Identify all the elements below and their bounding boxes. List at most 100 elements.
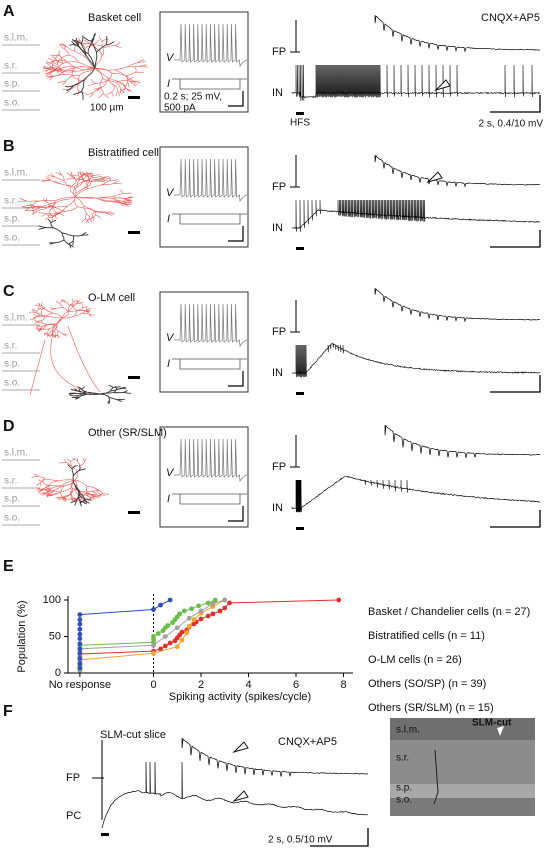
cell-name: Other (SR/SLM) bbox=[88, 427, 167, 439]
legend-entry: Basket / Chandelier cells (n = 27) bbox=[368, 606, 530, 618]
arrowhead bbox=[232, 790, 249, 803]
inset-v-label: V bbox=[166, 332, 175, 344]
data-point bbox=[77, 617, 83, 623]
layer-label: s.o. bbox=[4, 378, 20, 389]
current-step bbox=[172, 213, 247, 225]
data-point bbox=[167, 640, 173, 646]
layer-label: s.o. bbox=[4, 513, 20, 524]
in-label: IN bbox=[272, 367, 283, 379]
x-tick-label: No response bbox=[49, 679, 111, 691]
data-point bbox=[77, 661, 83, 666]
image-label: SLM-cut bbox=[472, 718, 512, 729]
legend-entry: Others (SR/SLM) (n = 15) bbox=[368, 702, 494, 714]
cell-name: Bistratified cell bbox=[88, 147, 159, 159]
x-axis-title: Spiking activity (spikes/cycle) bbox=[169, 691, 311, 703]
voltage-trace bbox=[174, 23, 248, 68]
data-point bbox=[77, 665, 83, 671]
data-point bbox=[151, 650, 156, 656]
inset-scale-bar bbox=[228, 506, 244, 522]
data-point bbox=[210, 601, 216, 607]
fp-trace bbox=[374, 15, 540, 53]
inset-scale-bar bbox=[228, 371, 244, 387]
x-tick-label: 6 bbox=[293, 679, 299, 691]
morph-scale-bar bbox=[128, 376, 140, 379]
layer-label: s.l.m. bbox=[4, 313, 28, 324]
inset-scale-bar bbox=[228, 91, 244, 107]
axon-morphology bbox=[31, 457, 109, 503]
data-point bbox=[77, 650, 83, 656]
condition-label: CNQX+AP5 bbox=[481, 12, 540, 24]
data-point bbox=[151, 634, 156, 639]
trace-scale-bar bbox=[490, 95, 541, 113]
fp-label: FP bbox=[272, 46, 286, 58]
data-point bbox=[186, 615, 192, 621]
voltage-trace bbox=[174, 303, 248, 348]
layer-label: s.r. bbox=[4, 61, 17, 72]
dendrite-morphology bbox=[64, 32, 115, 101]
legend-entry: O-LM cells (n = 26) bbox=[368, 654, 462, 666]
arrowhead bbox=[434, 79, 451, 92]
in-trace bbox=[291, 342, 541, 378]
in-label: IN bbox=[272, 87, 283, 99]
inset-scale-bar bbox=[228, 226, 244, 242]
data-point bbox=[191, 617, 197, 623]
in-label: IN bbox=[272, 502, 283, 514]
inset-i-label: I bbox=[167, 213, 170, 225]
inset-scale-label: 0.2 s; 25 mV, bbox=[164, 92, 222, 103]
layer-label: s.p. bbox=[4, 79, 20, 90]
morph-scale-bar bbox=[128, 511, 140, 514]
morph-scale-bar bbox=[128, 231, 140, 234]
layer-label: s.p. bbox=[4, 494, 20, 505]
inset-v-label: V bbox=[166, 467, 175, 479]
arrowhead bbox=[426, 171, 443, 184]
image-label: s.l.m. bbox=[396, 725, 420, 736]
slice-title: SLM-cut slice bbox=[100, 729, 166, 741]
data-point bbox=[205, 600, 211, 606]
inset-box bbox=[159, 291, 249, 393]
data-point bbox=[181, 608, 187, 614]
data-point bbox=[205, 613, 211, 619]
current-step bbox=[172, 358, 247, 370]
inset-i-label: I bbox=[167, 78, 170, 90]
stim-label: HFS bbox=[290, 118, 310, 129]
slice-band bbox=[390, 798, 535, 816]
data-point bbox=[174, 625, 180, 631]
panel-label: F bbox=[3, 703, 13, 720]
x-tick-label: 0 bbox=[150, 679, 156, 691]
in-trace bbox=[291, 475, 541, 513]
slice-band bbox=[390, 718, 535, 740]
inset-i-label: I bbox=[167, 493, 170, 505]
stim-bar bbox=[296, 112, 304, 115]
arrowhead bbox=[232, 741, 249, 754]
panel-label: E bbox=[3, 558, 14, 575]
panel-label: B bbox=[3, 138, 15, 155]
inset-v-label: V bbox=[166, 187, 175, 199]
voltage-trace bbox=[174, 158, 248, 203]
data-point bbox=[174, 644, 180, 650]
layer-label: s.o. bbox=[4, 98, 20, 109]
fp-trace bbox=[374, 288, 541, 323]
condition-label: CNQX+AP5 bbox=[278, 736, 337, 748]
pc-label: PC bbox=[66, 810, 81, 822]
legend-entry: Others (SO/SP) (n = 39) bbox=[368, 678, 486, 690]
data-point bbox=[155, 631, 161, 636]
inset-box bbox=[159, 426, 249, 528]
data-point bbox=[77, 656, 83, 661]
x-tick-label: 8 bbox=[340, 679, 346, 691]
in-trace bbox=[291, 64, 541, 101]
current-step bbox=[172, 493, 247, 505]
layer-label: s.o. bbox=[4, 233, 20, 244]
in-label: IN bbox=[272, 222, 283, 234]
cell-name: Basket cell bbox=[88, 12, 141, 24]
axon-morphology bbox=[29, 298, 101, 396]
layer-label: s.p. bbox=[4, 359, 20, 370]
data-point bbox=[210, 611, 216, 617]
slice-band bbox=[390, 784, 535, 798]
data-point bbox=[186, 623, 192, 629]
data-point bbox=[198, 608, 204, 614]
fp-trace bbox=[384, 425, 541, 458]
data-point bbox=[165, 623, 171, 628]
layer-label: s.r. bbox=[4, 196, 17, 207]
inset-v-label: V bbox=[166, 52, 175, 64]
inset-box bbox=[159, 146, 249, 248]
